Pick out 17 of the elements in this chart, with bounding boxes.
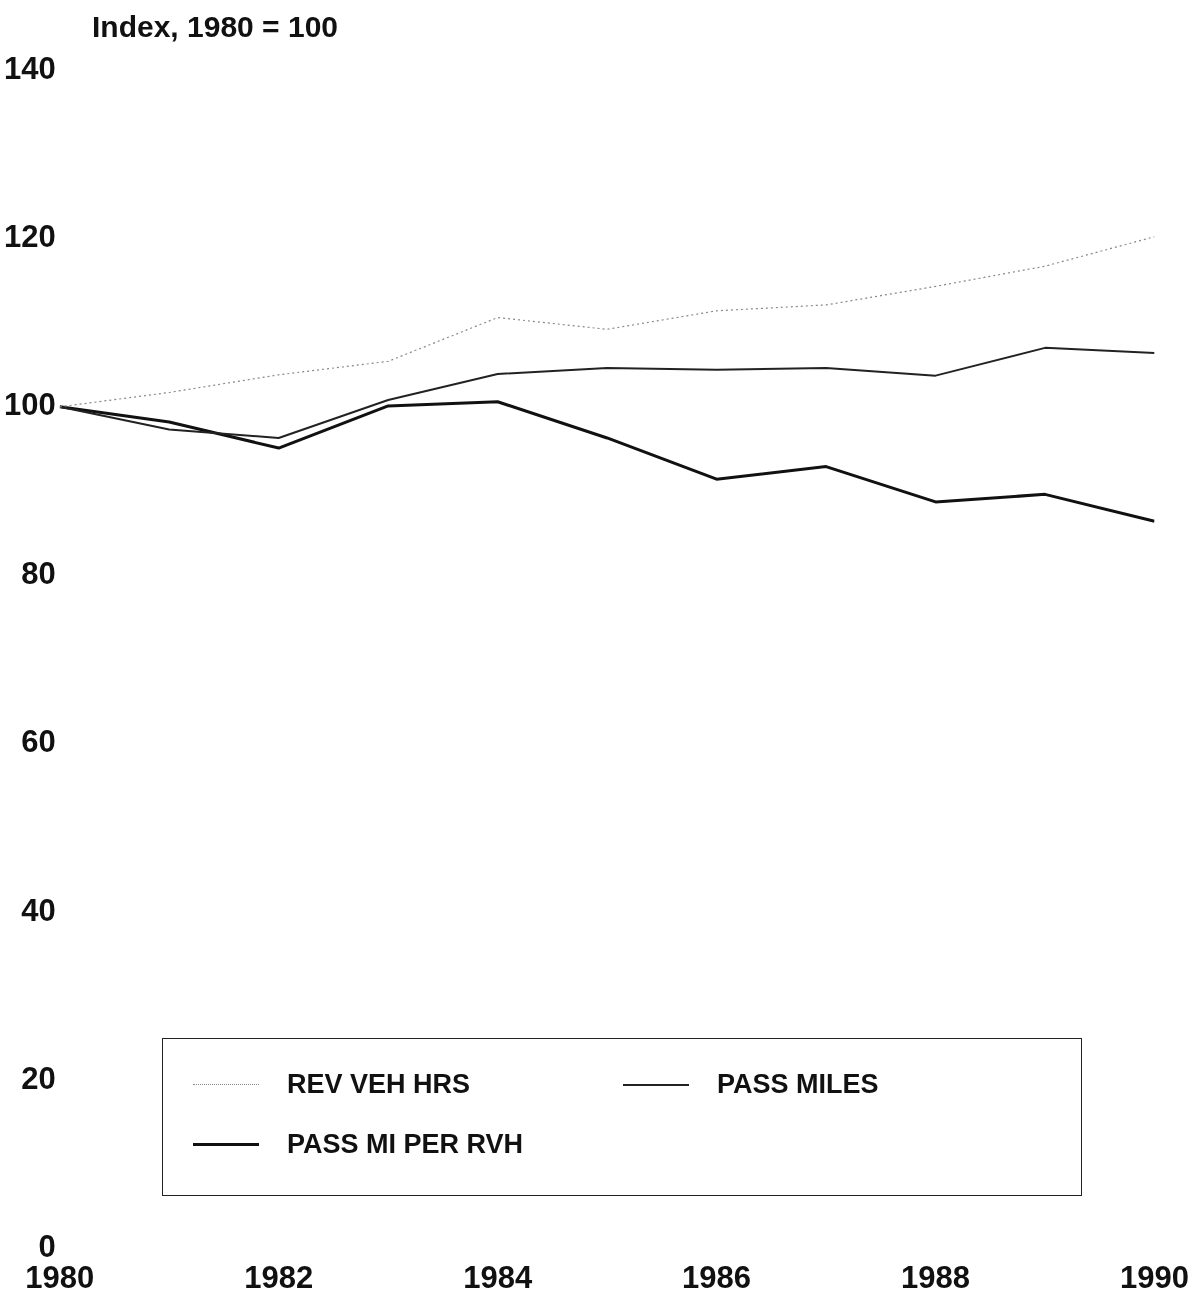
- line-series: [59, 236, 1155, 408]
- y-tick-label: 60: [21, 724, 56, 760]
- y-tick-label: 40: [21, 892, 56, 928]
- x-tick-label: 1990: [1120, 1259, 1189, 1295]
- y-tick-label: 140: [3, 50, 56, 86]
- y-tick-label: 120: [3, 218, 56, 254]
- y-axis-title: Index, 1980 = 100: [92, 10, 339, 44]
- y-tick-label: 20: [21, 1060, 56, 1096]
- x-tick-label: 1984: [463, 1259, 533, 1295]
- legend-label: PASS MILES: [717, 1069, 879, 1100]
- legend-label: PASS MI PER RVH: [287, 1129, 524, 1160]
- legend-label: REV VEH HRS: [287, 1069, 471, 1100]
- y-tick-label: 80: [21, 555, 56, 591]
- x-tick-label: 1986: [682, 1259, 752, 1295]
- y-tick-label: 100: [3, 387, 56, 423]
- x-tick-label: 1988: [901, 1259, 971, 1295]
- x-tick-label: 1982: [244, 1259, 314, 1295]
